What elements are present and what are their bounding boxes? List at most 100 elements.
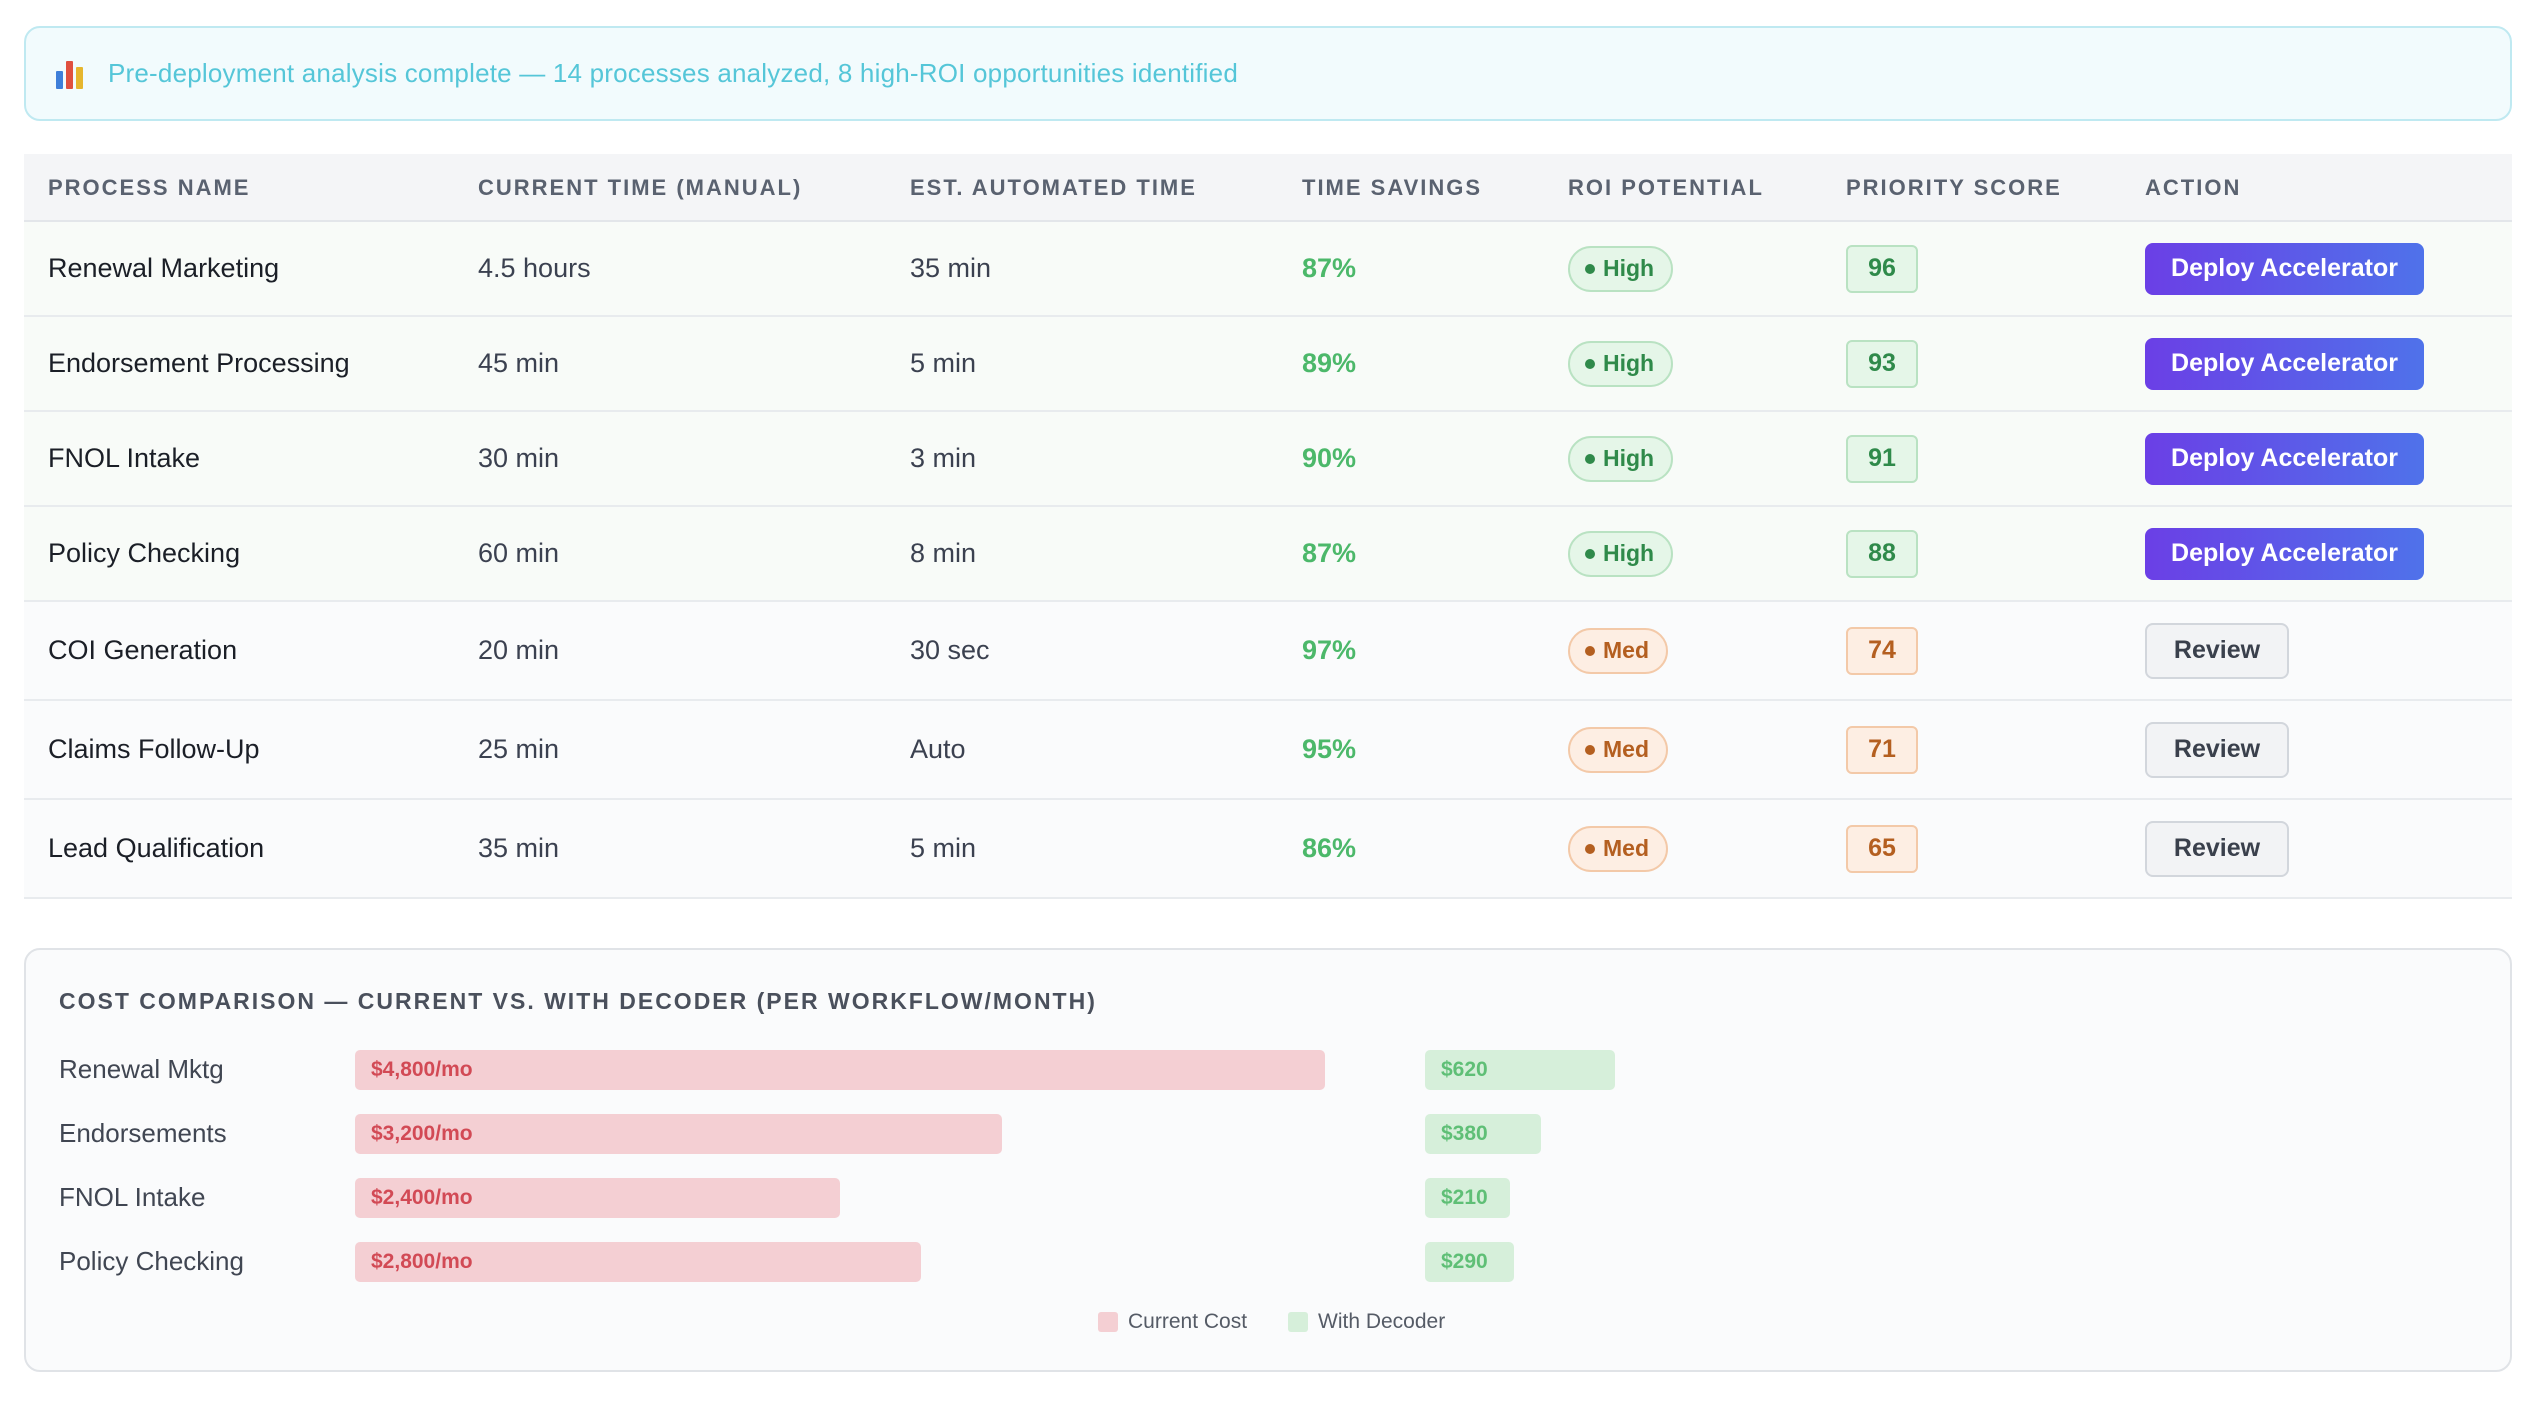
time-savings: 95%	[1302, 734, 1357, 764]
automated-time: 8 min	[910, 538, 977, 568]
roi-dot-icon	[1585, 645, 1595, 656]
roi-cell: High	[1568, 222, 1674, 315]
deploy-accelerator-button[interactable]: Deploy Accelerator	[2145, 432, 2424, 485]
roi-label: High	[1603, 255, 1655, 281]
roi-cell: High	[1568, 412, 1674, 505]
time-savings: 87%	[1302, 253, 1357, 283]
time-savings: 87%	[1302, 538, 1357, 568]
header-roi-potential: ROI POTENTIAL	[1568, 175, 1764, 200]
roi-label: Med	[1603, 736, 1649, 762]
process-name: COI Generation	[48, 635, 238, 665]
table-row: Endorsement Processing 45 min 5 min 89% …	[24, 317, 2512, 412]
table-row: COI Generation 20 min 30 sec 97% Med 74 …	[24, 602, 2512, 701]
roi-badge: Med	[1568, 627, 1668, 674]
process-name: Renewal Marketing	[48, 253, 280, 283]
header-time-savings: TIME SAVINGS	[1302, 175, 1483, 200]
priority-score-badge: 91	[1846, 434, 1918, 483]
roi-dot-icon	[1585, 843, 1595, 854]
current-time: 20 min	[478, 635, 560, 665]
score-cell: 91	[1846, 412, 1918, 505]
cost-row-label: Endorsements	[59, 1118, 227, 1148]
priority-score-badge: 65	[1846, 824, 1918, 873]
current-time: 30 min	[478, 443, 560, 473]
automated-time: 5 min	[910, 348, 977, 378]
table-row: FNOL Intake 30 min 3 min 90% High 91 Dep…	[24, 412, 2512, 507]
roi-label: High	[1603, 445, 1655, 471]
current-time: 35 min	[478, 833, 560, 863]
roi-cell: High	[1568, 507, 1674, 600]
banner-message: Pre-deployment analysis complete — 14 pr…	[108, 58, 1238, 88]
header-current-time: CURRENT TIME (MANUAL)	[478, 175, 803, 200]
automated-time: 35 min	[910, 253, 992, 283]
process-name: Endorsement Processing	[48, 348, 350, 378]
decoder-cost-bar: $210	[1425, 1178, 1510, 1218]
roi-badge: High	[1568, 530, 1674, 577]
automated-time: 30 sec	[910, 635, 990, 665]
score-cell: 88	[1846, 507, 1918, 600]
table-row: Lead Qualification 35 min 5 min 86% Med …	[24, 800, 2512, 899]
header-priority-score: PRIORITY SCORE	[1846, 175, 2062, 200]
current-time: 25 min	[478, 734, 560, 764]
roi-dot-icon	[1585, 453, 1595, 464]
process-name: FNOL Intake	[48, 443, 201, 473]
roi-cell: Med	[1568, 701, 1668, 798]
automated-time: 5 min	[910, 833, 977, 863]
action-cell: Deploy Accelerator	[2145, 412, 2424, 505]
header-process-name: PROCESS NAME	[48, 175, 251, 200]
roi-cell: Med	[1568, 602, 1668, 699]
deploy-accelerator-button[interactable]: Deploy Accelerator	[2145, 527, 2424, 580]
legend-decoder-label: With Decoder	[1318, 1310, 1446, 1333]
process-name: Policy Checking	[48, 538, 241, 568]
time-savings: 86%	[1302, 833, 1357, 863]
roi-badge: High	[1568, 340, 1674, 387]
legend-decoder-swatch	[1288, 1312, 1308, 1332]
roi-badge: High	[1568, 435, 1674, 482]
decoder-cost-bar: $290	[1425, 1242, 1514, 1282]
table-row: Policy Checking 60 min 8 min 87% High 88…	[24, 507, 2512, 602]
current-cost-bar: $3,200/mo	[355, 1114, 1002, 1154]
action-cell: Review	[2145, 800, 2289, 897]
action-cell: Review	[2145, 701, 2289, 798]
cost-row-label: FNOL Intake	[59, 1182, 206, 1212]
score-cell: 71	[1846, 701, 1918, 798]
time-savings: 97%	[1302, 635, 1357, 665]
action-cell: Deploy Accelerator	[2145, 222, 2424, 315]
action-cell: Deploy Accelerator	[2145, 317, 2424, 410]
current-cost-bar: $4,800/mo	[355, 1050, 1325, 1090]
process-name: Lead Qualification	[48, 833, 265, 863]
roi-badge: High	[1568, 245, 1674, 292]
review-button[interactable]: Review	[2145, 622, 2289, 679]
cost-row-label: Renewal Mktg	[59, 1054, 224, 1084]
deploy-accelerator-button[interactable]: Deploy Accelerator	[2145, 337, 2424, 390]
score-cell: 93	[1846, 317, 1918, 410]
time-savings: 90%	[1302, 443, 1357, 473]
cost-row-label: Policy Checking	[59, 1246, 244, 1276]
roi-cell: Med	[1568, 800, 1668, 897]
roi-dot-icon	[1585, 548, 1595, 559]
cost-comparison-panel: COST COMPARISON — CURRENT VS. WITH DECOD…	[24, 948, 2512, 1372]
review-button[interactable]: Review	[2145, 721, 2289, 778]
process-table: PROCESS NAME CURRENT TIME (MANUAL) EST. …	[24, 154, 2512, 899]
review-button[interactable]: Review	[2145, 820, 2289, 877]
table-row: Claims Follow-Up 25 min Auto 95% Med 71 …	[24, 701, 2512, 800]
score-cell: 74	[1846, 602, 1918, 699]
cost-comparison-title: COST COMPARISON — CURRENT VS. WITH DECOD…	[59, 988, 1097, 1014]
priority-score-badge: 93	[1846, 339, 1918, 388]
table-row: Renewal Marketing 4.5 hours 35 min 87% H…	[24, 222, 2512, 317]
priority-score-badge: 71	[1846, 725, 1918, 774]
header-action: ACTION	[2145, 175, 2242, 200]
table-header: PROCESS NAME CURRENT TIME (MANUAL) EST. …	[24, 154, 2512, 222]
roi-label: Med	[1603, 835, 1649, 861]
time-savings: 89%	[1302, 348, 1357, 378]
decoder-cost-bar: $620	[1425, 1050, 1615, 1090]
score-cell: 96	[1846, 222, 1918, 315]
roi-dot-icon	[1585, 263, 1595, 274]
priority-score-badge: 88	[1846, 529, 1918, 578]
current-time: 4.5 hours	[478, 253, 591, 283]
decoder-cost-bar: $380	[1425, 1114, 1541, 1154]
legend-decoder: With Decoder	[1288, 1310, 1445, 1334]
score-cell: 65	[1846, 800, 1918, 897]
roi-label: High	[1603, 540, 1655, 566]
process-name: Claims Follow-Up	[48, 734, 260, 764]
deploy-accelerator-button[interactable]: Deploy Accelerator	[2145, 242, 2424, 295]
